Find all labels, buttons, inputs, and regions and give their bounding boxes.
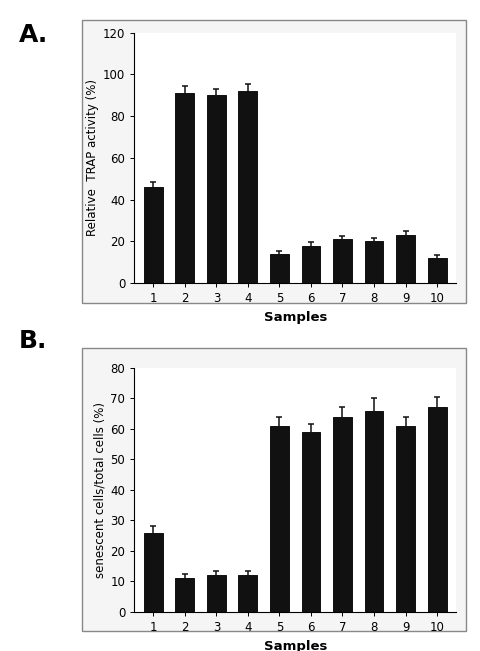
Bar bbox=[428, 258, 446, 283]
Bar bbox=[396, 235, 415, 283]
Bar bbox=[270, 254, 289, 283]
Bar bbox=[239, 91, 257, 283]
Bar bbox=[175, 578, 194, 612]
Bar bbox=[301, 245, 321, 283]
Bar bbox=[333, 240, 352, 283]
Bar bbox=[270, 426, 289, 612]
Bar bbox=[144, 187, 163, 283]
Bar bbox=[207, 575, 226, 612]
Bar bbox=[428, 408, 446, 612]
Bar bbox=[239, 575, 257, 612]
Bar bbox=[301, 432, 321, 612]
Bar bbox=[175, 93, 194, 283]
Bar bbox=[207, 95, 226, 283]
Y-axis label: Relative  TRAP activity (%): Relative TRAP activity (%) bbox=[86, 79, 99, 236]
Bar bbox=[365, 411, 384, 612]
Bar bbox=[365, 242, 384, 283]
Bar bbox=[333, 417, 352, 612]
Text: A.: A. bbox=[19, 23, 48, 47]
Text: B.: B. bbox=[19, 329, 48, 353]
X-axis label: Samples: Samples bbox=[264, 311, 327, 324]
X-axis label: Samples: Samples bbox=[264, 639, 327, 651]
Bar bbox=[396, 426, 415, 612]
Bar bbox=[144, 533, 163, 612]
Y-axis label: senescent cells/total cells (%): senescent cells/total cells (%) bbox=[93, 402, 107, 578]
